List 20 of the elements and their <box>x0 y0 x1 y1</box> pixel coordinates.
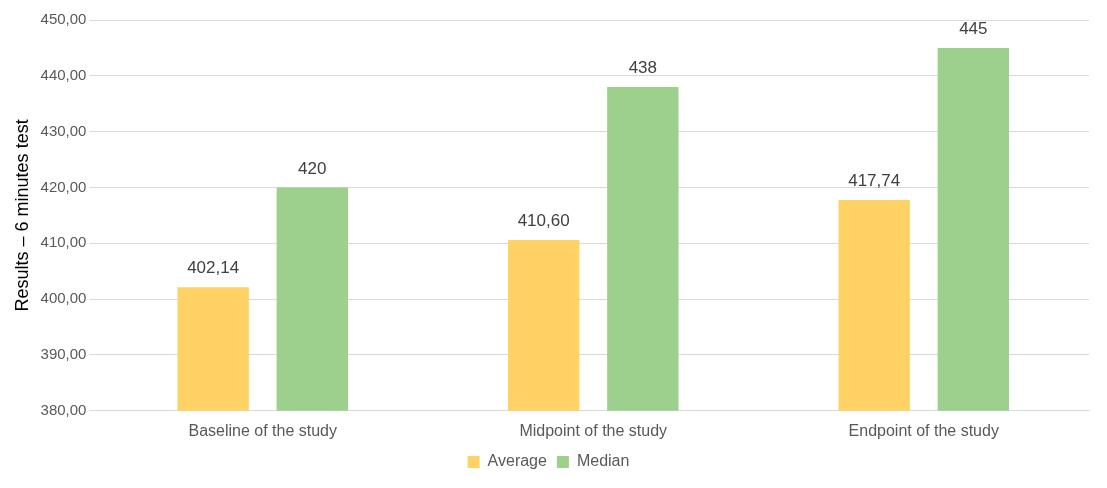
data-label: 402,14 <box>187 258 240 278</box>
y-tick-label: 410,00 <box>40 233 87 251</box>
data-label: 417,74 <box>848 171 901 191</box>
y-tick-label: 390,00 <box>40 345 87 363</box>
y-tick-label: 450,00 <box>40 10 87 28</box>
data-label: 438 <box>628 58 657 78</box>
y-tick-label: 430,00 <box>40 121 87 139</box>
y-tick-label: 440,00 <box>40 65 87 83</box>
data-label: 410,60 <box>517 211 570 231</box>
x-tick-label: Baseline of the study <box>188 421 338 439</box>
y-tick-label: 400,00 <box>40 289 87 307</box>
y-tick-label: 420,00 <box>40 177 87 195</box>
data-label: 445 <box>959 19 988 39</box>
x-tick-label: Endpoint of the study <box>848 421 999 439</box>
legend-label: Median <box>576 452 630 470</box>
y-tick-label: 380,00 <box>40 400 87 418</box>
data-label: 420 <box>298 158 327 178</box>
legend-label: Average <box>487 452 548 470</box>
y-axis-title: Results – 6 minutes test <box>11 119 32 312</box>
x-tick-label: Midpoint of the study <box>519 421 668 439</box>
